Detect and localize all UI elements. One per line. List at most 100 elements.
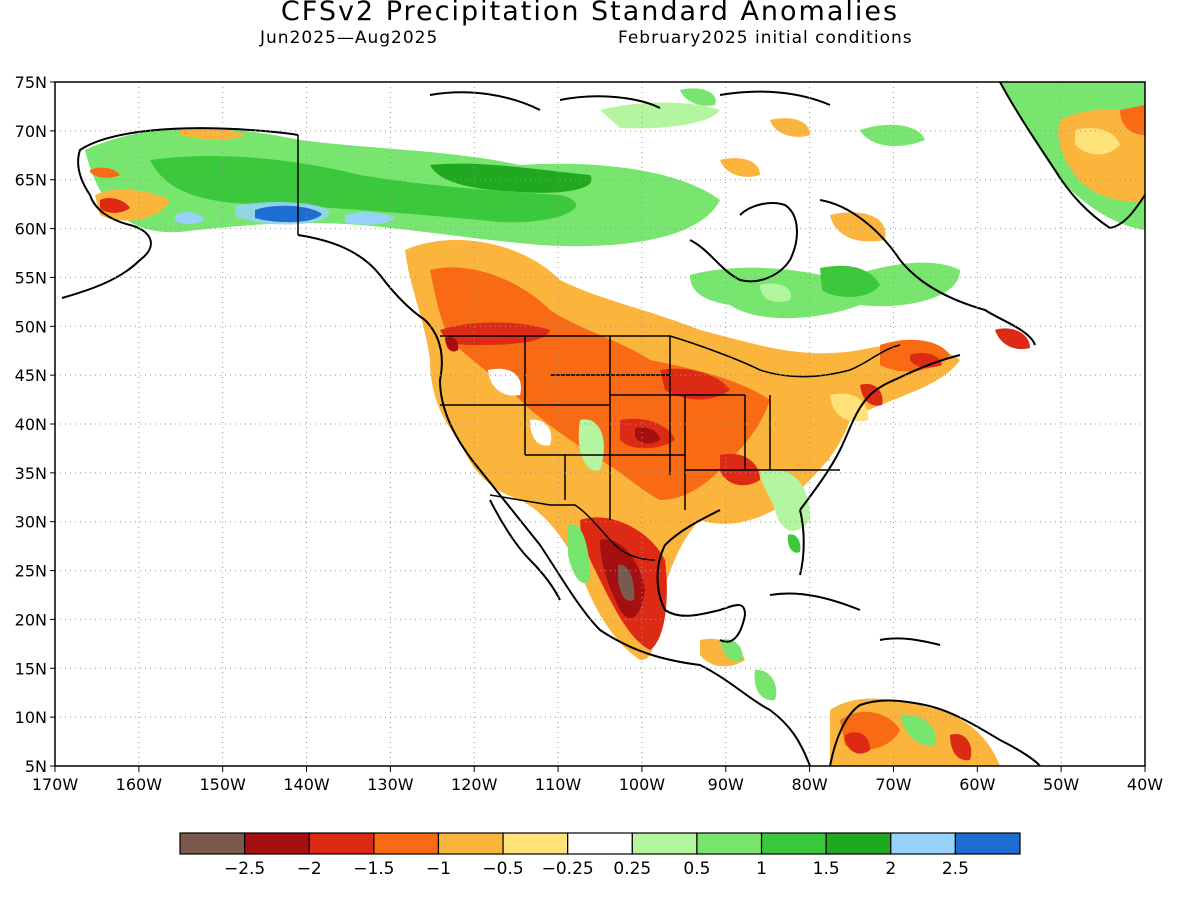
coastline-hudson [689, 202, 798, 283]
coastline-baja [489, 499, 561, 601]
anomaly-region [660, 368, 730, 400]
y-tick-label: 40N [15, 415, 47, 434]
map-title: CFSv2 Precipitation Standard Anomalies [280, 0, 900, 27]
colorbar-swatch [890, 832, 956, 855]
colorbar-swatch [825, 832, 892, 855]
anomaly-region [1075, 128, 1120, 155]
anomaly-region [530, 419, 552, 446]
anomaly-region [180, 127, 245, 140]
colorbar-swatch [696, 832, 763, 855]
colorbar-swatch [760, 832, 827, 855]
anomaly-region [995, 328, 1030, 350]
anomaly-region [830, 212, 886, 242]
anomaly-region [568, 524, 590, 584]
anomaly-region [680, 88, 716, 106]
x-tick-label: 120W [451, 775, 498, 794]
coastline-greenland [999, 82, 1145, 230]
longitude-axis: 170W 160W 150W 140W 130W 120W 110W 100W 90W 80W 70… [32, 766, 1163, 794]
x-tick-label: 110W [535, 775, 582, 794]
anomaly-region [100, 197, 130, 213]
x-tick-label: 90W [708, 775, 744, 794]
anomaly-region [787, 534, 801, 553]
y-tick-label: 55N [15, 268, 47, 287]
x-tick-label: 160W [116, 775, 163, 794]
x-tick-label: 50W [1043, 775, 1079, 794]
colorbar-label: 2.5 [942, 859, 969, 879]
coastline-pacific [297, 234, 811, 766]
colorbar-swatch [502, 832, 569, 855]
coastline-labrador [819, 199, 1036, 346]
border-us-mexico [489, 494, 656, 561]
colorbar-label: 1 [756, 859, 767, 879]
anomaly-region [345, 212, 395, 225]
x-tick-label: 60W [959, 775, 995, 794]
anomaly-region [770, 118, 810, 137]
anomaly-region [440, 322, 550, 345]
y-tick-label: 75N [15, 73, 47, 92]
latitude-axis: 75N 70N 65N 60N 55N 50N 45N 40N 35N 30N 25N 20N 15N 1… [15, 73, 55, 776]
colorbar-label: −0.5 [482, 859, 523, 879]
y-tick-label: 35N [15, 464, 47, 483]
x-tick-label: 100W [619, 775, 666, 794]
colorbar-label: 0.25 [613, 859, 651, 879]
colorbar-swatch [244, 832, 310, 855]
anomaly-region [720, 639, 743, 661]
x-tick-label: 170W [32, 775, 79, 794]
anomaly-region [900, 714, 936, 746]
y-tick-label: 45N [15, 366, 47, 385]
y-tick-label: 10N [15, 708, 47, 727]
border-us-canada [440, 335, 901, 378]
colorbar-label: −1.5 [353, 859, 394, 879]
x-tick-label: 40W [1127, 775, 1163, 794]
anomaly-region [950, 734, 972, 761]
anomaly-region [600, 102, 720, 129]
colorbar-label: −2.5 [224, 859, 265, 879]
anomaly-region [910, 353, 942, 368]
colorbar-swatch [954, 832, 1021, 855]
colorbar: −2.5 −2 −1.5 −1 −0.5 −0.25 0.25 0.5 1 1.5 2 2.5 [179, 832, 1021, 879]
x-tick-label: 140W [283, 775, 330, 794]
colorbar-label: 2 [885, 859, 896, 879]
anomaly-region [150, 155, 577, 223]
coastline-caribbean [769, 592, 941, 646]
anomaly-region [90, 167, 120, 178]
anomaly-region [754, 669, 777, 701]
coastline-alaska [61, 127, 299, 299]
state-lines [440, 336, 840, 520]
borders [297, 135, 901, 561]
anomaly-region [430, 163, 592, 193]
colorbar-label: 0.5 [683, 859, 710, 879]
colorbar-label: 1.5 [813, 859, 840, 879]
colorbar-swatch [437, 832, 504, 855]
anomaly-region [770, 438, 830, 465]
anomaly-region [488, 368, 521, 396]
y-tick-label: 65N [15, 171, 47, 190]
y-tick-label: 15N [15, 659, 47, 678]
anomaly-region [578, 419, 604, 471]
anomaly-region [760, 469, 810, 531]
anomaly-region [820, 265, 880, 297]
colorbar-swatch [179, 832, 246, 855]
anomaly-region [175, 212, 205, 225]
coastline-south-america [829, 699, 1041, 766]
x-tick-label: 130W [367, 775, 414, 794]
graticule [55, 82, 1145, 766]
anomaly-region [255, 205, 322, 223]
anomaly-region [720, 158, 760, 177]
colorbar-label: −0.25 [542, 859, 594, 879]
anomaly-region [760, 283, 791, 302]
anomaly-region [618, 564, 635, 601]
colorbar-swatch [308, 832, 375, 855]
coastline-arctic [429, 90, 831, 111]
anomaly-region [445, 336, 459, 352]
coastlines [61, 82, 1145, 766]
y-tick-label: 25N [15, 562, 47, 581]
anomaly-region [830, 393, 869, 422]
anomaly-region [635, 427, 660, 444]
colorbar-label: −1 [426, 859, 451, 879]
coastline-gulf [656, 509, 747, 643]
anomaly-region [860, 124, 925, 146]
initial-conditions: February2025 initial conditions [618, 28, 913, 48]
x-tick-label: 70W [875, 775, 911, 794]
